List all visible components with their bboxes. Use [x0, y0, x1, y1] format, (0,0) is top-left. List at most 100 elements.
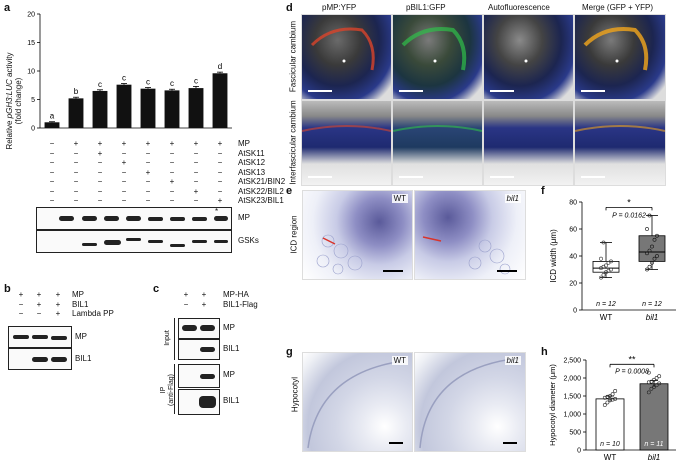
panel-a-sign: +	[97, 139, 103, 148]
panel-a-sign: −	[145, 177, 151, 186]
data-point	[599, 256, 603, 261]
panel-e-side-label: ICD region	[289, 215, 299, 254]
panel-c-sign: −	[183, 300, 189, 309]
panel-a-sign: −	[193, 167, 199, 177]
data-point	[646, 380, 651, 385]
y-axis-label: ICD width (μm)	[549, 229, 558, 283]
data-point	[610, 392, 615, 397]
panel-b-sign: +	[36, 299, 42, 309]
panel-a-sign: −	[217, 177, 223, 186]
data-point	[605, 394, 610, 399]
y-tick-label: 10	[27, 69, 35, 76]
p-value: P = 0.0008	[615, 368, 649, 375]
panel-h-bar-chart: 0 500 1,000 1,500 2,000 2,500 Hypocotyl diamet…	[548, 354, 676, 462]
y-tick-label: 2,500	[563, 358, 581, 365]
panel-a-sign: +	[193, 186, 199, 196]
panel-b-sign: +	[55, 309, 61, 318]
panel-d-row-title-2: Interfascicular cambium	[288, 100, 298, 185]
panel-b-sign: −	[18, 299, 24, 309]
n-label: n = 12	[596, 301, 616, 308]
panel-c-blot-label-bil1-ip: BIL1	[223, 396, 240, 405]
x-tick-label: WT	[600, 313, 613, 322]
panel-label-e: e	[286, 185, 293, 197]
significance-star: **	[628, 354, 636, 364]
data-point	[599, 275, 603, 280]
panel-a-sign: +	[121, 158, 127, 167]
panel-a-sign: −	[145, 148, 151, 158]
panel-a-sign: +	[121, 139, 127, 148]
panel-label-h: h	[541, 346, 548, 358]
panel-b-bil1-blot	[8, 348, 72, 370]
panel-c-row-label: BIL1-Flag	[223, 300, 258, 309]
panel-a-sign: +	[193, 139, 199, 148]
micrograph-hypocotyl-wt: WT	[302, 352, 413, 452]
panel-f-box-plot: 0 20 40 60 80 ICD width (μm) n = 12 WT n = 12 bil…	[549, 197, 676, 322]
panel-a-sign: +	[73, 139, 79, 148]
data-point	[646, 370, 651, 375]
panel-a-sign: +	[217, 139, 223, 148]
panel-a-sign: +	[217, 196, 223, 205]
panel-c-blot-label-mp-ip: MP	[223, 370, 235, 379]
panel-b-sign: −	[36, 309, 42, 318]
panel-a-sign: +	[169, 139, 175, 148]
y-tick-label: 60	[569, 227, 577, 234]
panel-a-sign: +	[145, 139, 151, 148]
panel-c-input-bil1-blot	[178, 339, 220, 360]
data-point	[655, 254, 659, 258]
p-value: P = 0.0162	[612, 212, 646, 219]
panel-a-blot-label-mp: MP	[238, 213, 250, 222]
significance-letter: c	[194, 76, 198, 85]
significance-letter: c	[170, 79, 174, 88]
data-point	[608, 398, 612, 403]
panel-label-f: f	[541, 185, 545, 197]
panel-b-mp-blot	[8, 326, 72, 348]
micrograph-fascicular-merge	[574, 14, 666, 100]
bar	[188, 88, 204, 128]
micrograph-interfascicular-yfp	[301, 100, 392, 186]
panel-b-row-label: Lambda PP	[72, 309, 114, 318]
y-tick-label: 80	[569, 200, 577, 207]
micrograph-interfascicular-merge	[574, 100, 666, 186]
significance-letter: c	[98, 80, 102, 89]
panel-c-ip-label: IP (anti-Flag)	[160, 374, 175, 406]
x-tick-label: bil1	[646, 313, 658, 322]
panel-a-row-label: AtSK11	[238, 148, 265, 158]
panel-a-row-label: AtSK21/BIN2	[238, 177, 286, 186]
bar	[44, 122, 60, 128]
bar	[116, 84, 132, 128]
panel-a-sign: −	[217, 148, 223, 158]
panel-label-g: g	[286, 346, 293, 358]
panel-c-row-label: MP-HA	[223, 290, 249, 299]
y-tick-label: 0	[577, 448, 581, 455]
panel-a-sign: −	[49, 177, 55, 186]
panel-d-row-title-1: Fascicular cambium	[288, 20, 298, 93]
data-point	[649, 379, 654, 384]
data-point	[657, 374, 662, 379]
panel-a-sign: −	[169, 158, 175, 167]
micrograph-interfascicular-gfp	[392, 100, 483, 186]
data-point	[652, 237, 657, 242]
data-point	[655, 233, 659, 238]
panel-a-sign: −	[121, 186, 127, 196]
panel-c-ip-mp-blot	[178, 364, 220, 388]
panel-b-blot-label-bil1: BIL1	[75, 354, 92, 363]
panel-c-input-mp-blot	[178, 318, 220, 339]
data-point	[645, 251, 649, 256]
significance-letter: b	[74, 87, 79, 96]
blot-asterisk: *	[215, 207, 219, 216]
n-label: n = 11	[644, 441, 663, 448]
panel-a-sign: −	[217, 158, 223, 167]
panel-a-sign: −	[73, 196, 79, 205]
data-point	[604, 263, 608, 268]
panel-a-sign: −	[145, 196, 151, 205]
data-point	[646, 390, 651, 395]
y-tick-label: 5	[31, 97, 35, 104]
panel-a-sign: −	[169, 196, 175, 205]
panel-a-sign: −	[97, 167, 103, 177]
panel-b-sign: +	[36, 290, 42, 299]
panel-b-sign: +	[55, 290, 61, 299]
micrograph-icd-wt: WT	[302, 190, 413, 280]
y-tick-label: 1,500	[563, 394, 581, 401]
panel-b-sign: +	[55, 299, 61, 309]
panel-a-sign: +	[145, 167, 151, 177]
